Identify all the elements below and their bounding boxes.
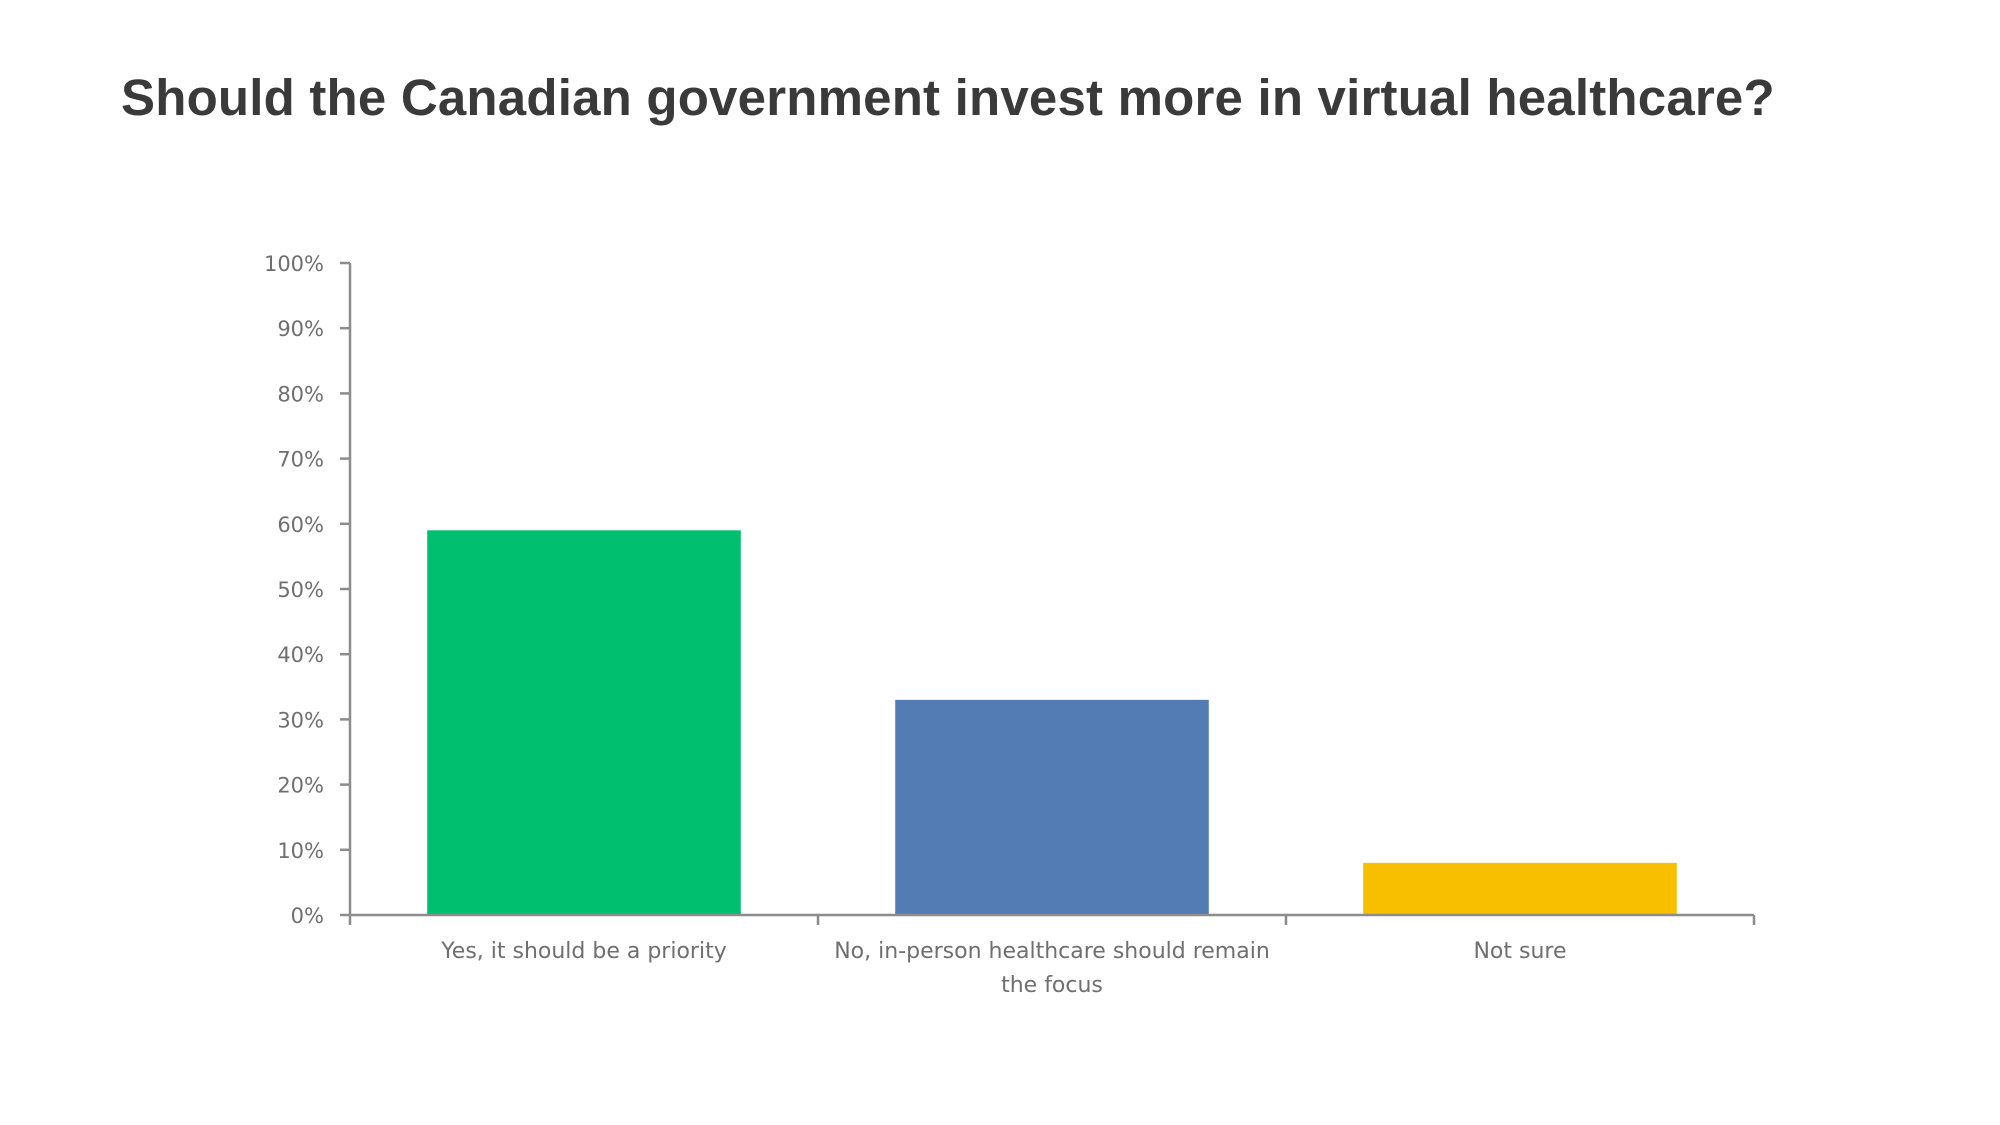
- labels-layer: 0% 10% 20% 30% 40% 50% 60% 70% 80% 90% 100% Yes, it…: [264, 252, 1567, 998]
- bar: [1363, 862, 1677, 915]
- bars-layer: [427, 530, 1677, 915]
- bar: [895, 699, 1209, 915]
- y-tick-label: 0%: [291, 904, 324, 928]
- x-category-label: Yes, it should be a priority: [440, 939, 726, 964]
- x-category-label: No, in-person healthcare should remain: [834, 939, 1270, 964]
- y-tick-label: 50%: [277, 578, 324, 602]
- y-tick-label: 80%: [277, 382, 324, 406]
- y-tick-label: 20%: [277, 774, 324, 798]
- y-tick-label: 30%: [277, 708, 324, 732]
- bar: [427, 530, 741, 915]
- y-tick-label: 100%: [264, 252, 324, 276]
- y-tick-label: 90%: [277, 317, 324, 341]
- y-tick-label: 60%: [277, 513, 324, 537]
- x-category-label: Not sure: [1473, 939, 1566, 964]
- y-tick-label: 10%: [277, 839, 324, 863]
- y-tick-label: 40%: [277, 643, 324, 667]
- y-tick-label: 70%: [277, 448, 324, 472]
- chart-title: Should the Canadian government invest mo…: [121, 69, 1775, 126]
- x-category-label: the focus: [1001, 973, 1103, 998]
- axes-layer: [340, 261, 1756, 925]
